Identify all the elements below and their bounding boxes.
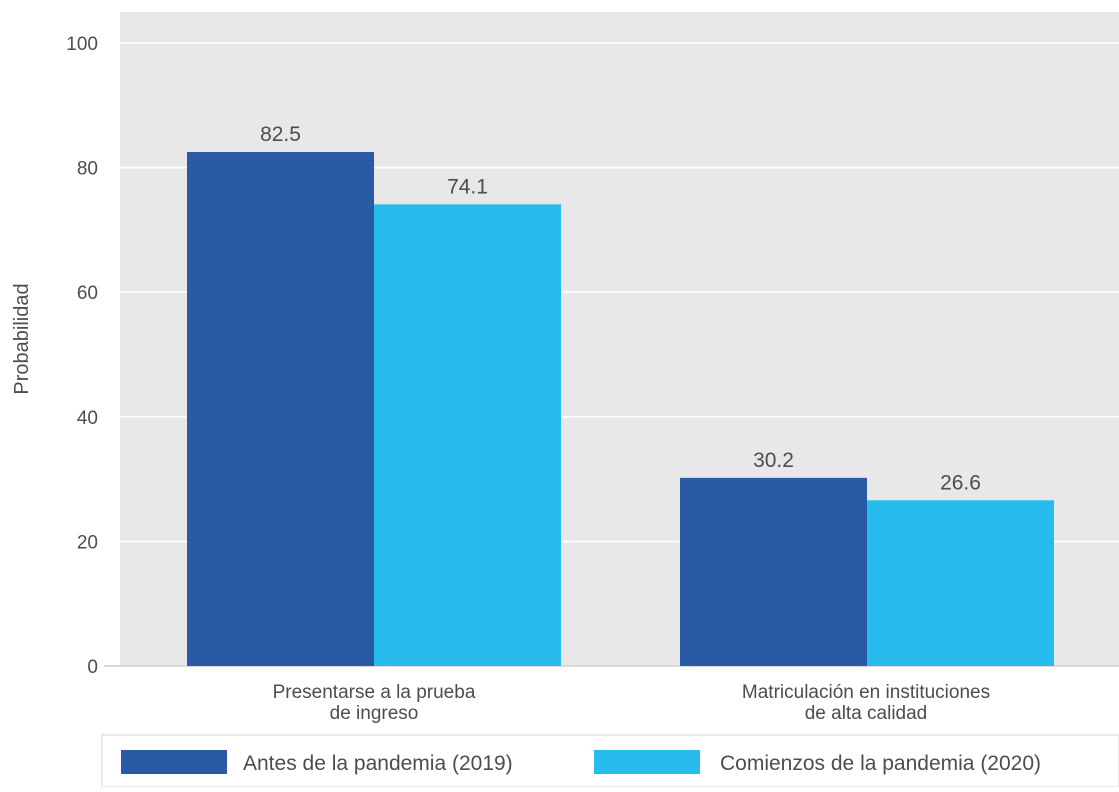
category-label-1-line-2: de ingreso (330, 703, 419, 724)
y-tick-label-0: 0 (87, 657, 98, 678)
y-tick-label-20: 20 (77, 532, 98, 553)
legend-label-2: Comienzos de la pandemia (2020) (720, 752, 1041, 775)
y-tick-label-100: 100 (66, 34, 98, 55)
legend-swatch-2 (594, 750, 700, 774)
legend: Antes de la pandemia (2019) Comienzos de … (101, 734, 1119, 788)
category-label-2-line-1: Matriculación en instituciones (742, 682, 990, 703)
y-axis-title: Probabilidad (11, 283, 33, 394)
y-axis-ticks: 0 20 40 60 80 100 (66, 34, 98, 678)
y-tick-label-80: 80 (77, 159, 98, 180)
bars (187, 152, 1054, 666)
bar-s2-c1 (374, 204, 561, 666)
legend-label-1: Antes de la pandemia (2019) (243, 752, 513, 775)
bar-s1-c1 (187, 152, 374, 666)
data-label-s2-c1: 74.1 (447, 175, 488, 198)
data-label-s2-c2: 26.6 (940, 471, 981, 494)
category-label-2-line-2: de alta calidad (805, 703, 928, 724)
bar-s2-c2 (867, 500, 1054, 666)
y-tick-label-60: 60 (77, 283, 98, 304)
category-label-1-line-1: Presentarse a la prueba (273, 682, 476, 703)
bar-s1-c2 (680, 477, 867, 666)
data-label-s1-c1: 82.5 (260, 123, 301, 146)
data-labels: 82.5 30.2 74.1 26.6 (260, 123, 981, 494)
y-tick-label-40: 40 (77, 408, 98, 429)
data-label-s1-c2: 30.2 (753, 449, 794, 472)
legend-swatch-1 (121, 750, 227, 774)
